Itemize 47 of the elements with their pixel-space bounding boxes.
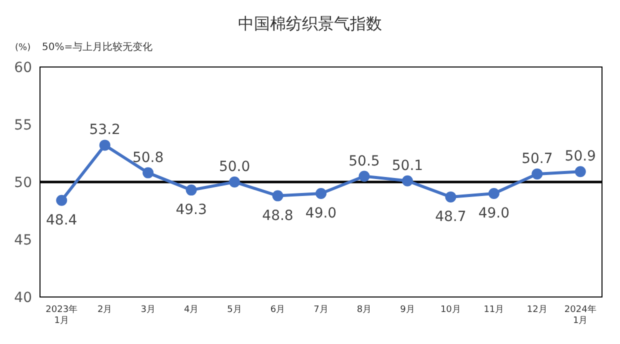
data-label: 48.4 [46,212,78,228]
y-tick-label: 40 [14,290,32,306]
y-tick-label: 60 [14,60,32,76]
x-tick-label: 6月 [270,305,286,315]
point [358,170,370,182]
x-tick-label: 11月 [484,305,504,315]
x-tick-label: 5月 [227,305,242,315]
x-tick-label: 7月 [314,305,328,315]
x-tick-label: 2023年 1月 [46,304,78,326]
point [56,194,68,206]
point [229,176,240,188]
data-label: 50.1 [392,158,424,174]
data-label: 50.9 [564,148,596,165]
point [532,168,543,180]
x-tick-label: 4月 [184,305,199,315]
data-label: 49.3 [176,202,207,218]
point [488,188,500,199]
x-tick-label: 10月 [440,305,461,315]
point [142,167,154,178]
data-label: 53.2 [89,122,120,138]
x-tick-label: 2024年 1月 [564,304,596,326]
y-tick-label: 55 [14,118,32,134]
point [316,188,326,199]
x-tick-label: 12月 [526,305,548,315]
point [402,175,413,186]
data-label: 48.7 [435,208,466,225]
y-tick-label: 50 [14,175,32,191]
point [445,191,456,202]
x-tick-label: 8月 [356,305,372,315]
x-tick-label: 9月 [400,305,415,315]
chart-title: 中国棉纺织景气指数 [238,14,382,33]
data-label: 49.0 [305,206,337,222]
y-axis-title: (%) [15,43,31,53]
point [99,140,110,151]
point [574,166,586,178]
data-label: 49.0 [478,206,510,222]
data-label: 50.8 [132,150,164,166]
x-tick-label: 3月 [140,305,156,315]
data-label: 48.8 [262,208,294,224]
data-label: 50.5 [348,153,380,170]
data-label: 50.0 [218,159,250,175]
x-tick-label: 2月 [97,305,112,315]
y-tick-label: 45 [14,232,32,248]
point [186,184,197,196]
point [272,190,284,202]
data-label: 50.7 [522,150,553,167]
text: 50%=与上月比较无变化 [42,41,153,53]
